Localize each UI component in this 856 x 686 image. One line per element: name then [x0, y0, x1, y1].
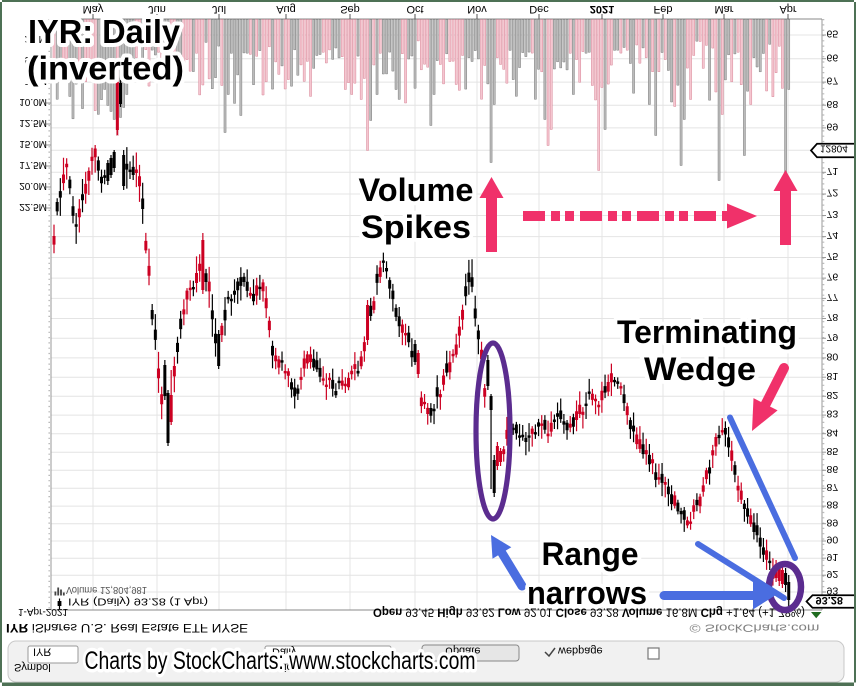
- svg-text:Dec: Dec: [529, 3, 549, 15]
- svg-text:90: 90: [827, 534, 839, 546]
- svg-text:81: 81: [827, 370, 839, 382]
- svg-text:webpage: webpage: [557, 645, 603, 657]
- svg-text:Daily: Daily: [272, 646, 297, 658]
- svg-text:17.5M: 17.5M: [19, 159, 47, 170]
- svg-text:76: 76: [827, 271, 839, 283]
- svg-text:Symbol: Symbol: [14, 661, 51, 673]
- svg-text:IYR iShares U.S. Real Estate E: IYR iShares U.S. Real Estate ETF NYSE: [6, 621, 248, 635]
- svg-text:IYR: Daily: IYR: Daily: [28, 13, 181, 50]
- svg-text:Volume 12,804,981: Volume 12,804,981: [66, 584, 147, 595]
- svg-text:82: 82: [827, 389, 839, 401]
- svg-text:Terminating: Terminating: [617, 314, 797, 350]
- svg-text:Jul: Jul: [212, 3, 226, 15]
- svg-text:Feb: Feb: [654, 3, 673, 15]
- svg-text:Mar: Mar: [715, 3, 734, 15]
- svg-text:71: 71: [827, 165, 839, 177]
- svg-text:72: 72: [827, 187, 839, 199]
- svg-text:IYR (Daily) 93.28 (1 Apr): IYR (Daily) 93.28 (1 Apr): [68, 596, 208, 607]
- svg-text:67: 67: [827, 75, 839, 87]
- svg-text:20.0M: 20.0M: [19, 180, 47, 191]
- svg-text:Jun: Jun: [148, 3, 166, 15]
- svg-text:73: 73: [827, 208, 839, 220]
- svg-text:Oct: Oct: [406, 3, 423, 15]
- svg-text:Sep: Sep: [340, 3, 360, 15]
- svg-text:10.0M: 10.0M: [19, 96, 47, 107]
- svg-text:77: 77: [827, 291, 839, 303]
- svg-text:Aug: Aug: [276, 3, 296, 15]
- svg-text:83: 83: [827, 408, 839, 420]
- svg-text:May: May: [83, 3, 104, 15]
- svg-text:78: 78: [827, 311, 839, 323]
- svg-text:66: 66: [827, 51, 839, 63]
- svg-text:80: 80: [827, 350, 839, 362]
- svg-text:IYR: IYR: [33, 646, 51, 658]
- svg-text:Apr: Apr: [779, 3, 796, 15]
- svg-text:84: 84: [827, 426, 839, 438]
- svg-text:2.5M: 2.5M: [25, 33, 47, 44]
- svg-text:89: 89: [827, 516, 839, 528]
- svg-text:15.0M: 15.0M: [19, 138, 47, 149]
- svg-text:2021: 2021: [590, 3, 614, 15]
- svg-text:7.5M: 7.5M: [25, 75, 47, 86]
- svg-text:Charts by StockCharts: www.st: Charts by StockCharts: www.stockcharts.c…: [85, 647, 476, 675]
- svg-text:92: 92: [827, 568, 839, 580]
- svg-text:Wedge: Wedge: [644, 351, 756, 387]
- svg-text:22.5M: 22.5M: [19, 201, 47, 212]
- svg-text:Nov: Nov: [467, 3, 487, 15]
- svg-text:75: 75: [827, 250, 839, 262]
- svg-text:Range: Range: [542, 536, 639, 572]
- svg-text:74: 74: [827, 229, 839, 241]
- svg-text:narrows: narrows: [527, 575, 647, 611]
- svg-text:88: 88: [827, 499, 839, 511]
- svg-text:(inverted): (inverted): [27, 51, 184, 88]
- svg-text:69: 69: [827, 120, 839, 132]
- svg-text:86: 86: [827, 463, 839, 475]
- svg-text:Update: Update: [445, 645, 480, 657]
- svg-text:Volume: Volume: [359, 172, 474, 208]
- svg-text:68: 68: [827, 98, 839, 110]
- svg-text:1-Apr-2021: 1-Apr-2021: [18, 606, 68, 617]
- svg-text:Open 93.45 High 93.62 Low 92.0: Open 93.45 High 93.62 Low 92.01 Close 93…: [373, 606, 805, 618]
- svg-text:5.0M: 5.0M: [25, 54, 47, 65]
- svg-text:12804: 12804: [820, 142, 848, 153]
- svg-text:Period: Period: [267, 661, 299, 673]
- svg-text:93.28: 93.28: [816, 594, 844, 606]
- svg-text:91: 91: [827, 551, 839, 563]
- svg-text:© StockCharts.com: © StockCharts.com: [690, 621, 820, 633]
- svg-text:93: 93: [827, 585, 839, 597]
- svg-text:79: 79: [827, 331, 839, 343]
- svg-text:65: 65: [827, 28, 839, 40]
- svg-text:87: 87: [827, 481, 839, 493]
- svg-text:12.5M: 12.5M: [19, 117, 47, 128]
- svg-text:Spikes: Spikes: [361, 209, 471, 245]
- svg-text:85: 85: [827, 445, 839, 457]
